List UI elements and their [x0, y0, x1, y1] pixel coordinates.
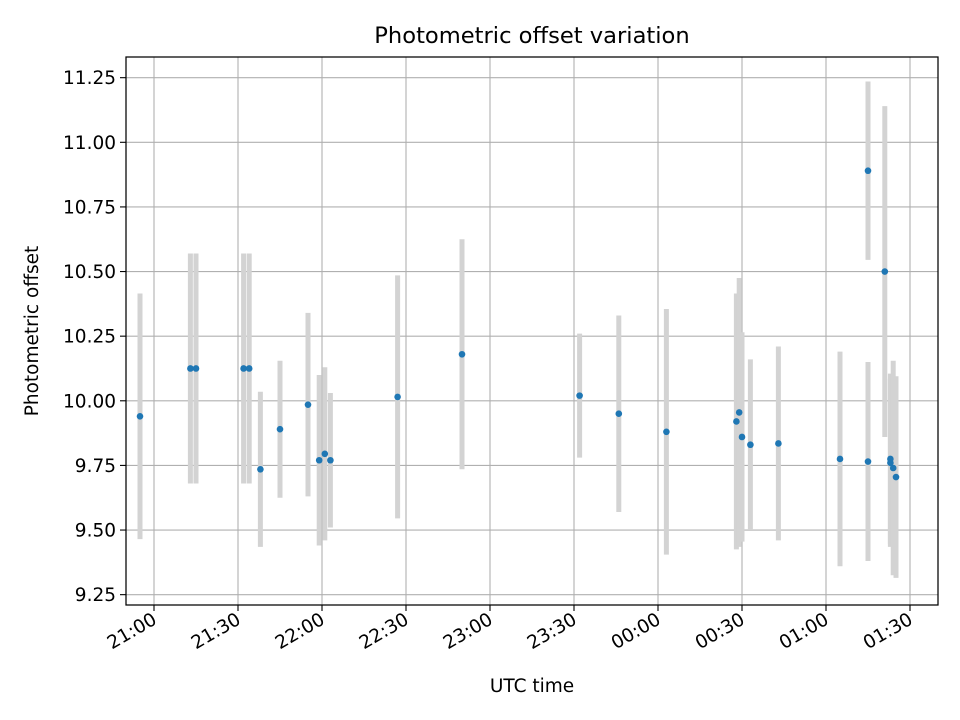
data-point [735, 409, 743, 416]
data-points [136, 167, 900, 481]
x-tick-label: 21:30 [188, 609, 245, 654]
data-point [747, 441, 754, 449]
y-axis: 9.25 9.50 9.75 10.00 10.25 10.50 10.75 11.00 11.… [63, 68, 126, 606]
x-tick-label: 00:00 [608, 609, 665, 654]
data-point [257, 465, 264, 473]
data-point [136, 413, 144, 420]
data-point [864, 167, 872, 175]
data-point [892, 473, 900, 481]
data-point [576, 392, 583, 399]
data-point [192, 365, 200, 372]
data-point [321, 450, 329, 458]
y-tick-label: 10.50 [63, 262, 116, 283]
x-tick-label: 01:00 [776, 609, 833, 654]
plot-frame [125, 56, 939, 606]
x-tick-label: 22:00 [272, 609, 329, 654]
data-point [615, 410, 623, 418]
y-tick-label: 10.75 [63, 197, 116, 218]
data-point [836, 455, 844, 463]
data-point [245, 365, 253, 372]
x-tick-label: 00:30 [692, 609, 749, 654]
data-point [187, 365, 194, 372]
data-point [663, 428, 670, 436]
x-tick-label: 01:30 [860, 609, 917, 654]
y-tick-label: 10.25 [63, 327, 116, 348]
data-point [889, 464, 897, 472]
chart-title: Photometric offset variation [374, 23, 689, 49]
data-point [304, 401, 312, 408]
x-axis-label: UTC time [490, 676, 574, 697]
data-point [775, 440, 782, 447]
data-point [276, 425, 284, 433]
error-bars [137, 81, 899, 578]
data-point [458, 350, 466, 358]
y-tick-label: 11.25 [63, 68, 116, 89]
y-tick-label: 9.75 [75, 456, 116, 477]
y-tick-label: 9.50 [75, 521, 116, 542]
y-axis-label: Photometric offset [22, 246, 43, 417]
y-tick-label: 9.25 [75, 585, 116, 606]
data-point [240, 365, 247, 372]
y-tick-label: 11.00 [63, 133, 116, 154]
data-point [738, 433, 746, 441]
data-point [327, 456, 334, 464]
x-tick-label: 23:00 [440, 609, 497, 654]
data-point [864, 458, 872, 465]
data-point [881, 268, 889, 275]
data-point [394, 393, 401, 401]
x-tick-label: 21:00 [104, 609, 161, 654]
data-point [887, 455, 894, 463]
y-tick-label: 10.00 [63, 391, 116, 412]
x-tick-label: 22:30 [356, 609, 413, 654]
data-point [733, 418, 740, 425]
x-tick-label: 23:30 [524, 609, 581, 654]
x-axis: 21:00 21:30 22:00 22:30 23:00 23:30 00:00 00:30… [104, 605, 917, 654]
data-point [315, 456, 323, 464]
